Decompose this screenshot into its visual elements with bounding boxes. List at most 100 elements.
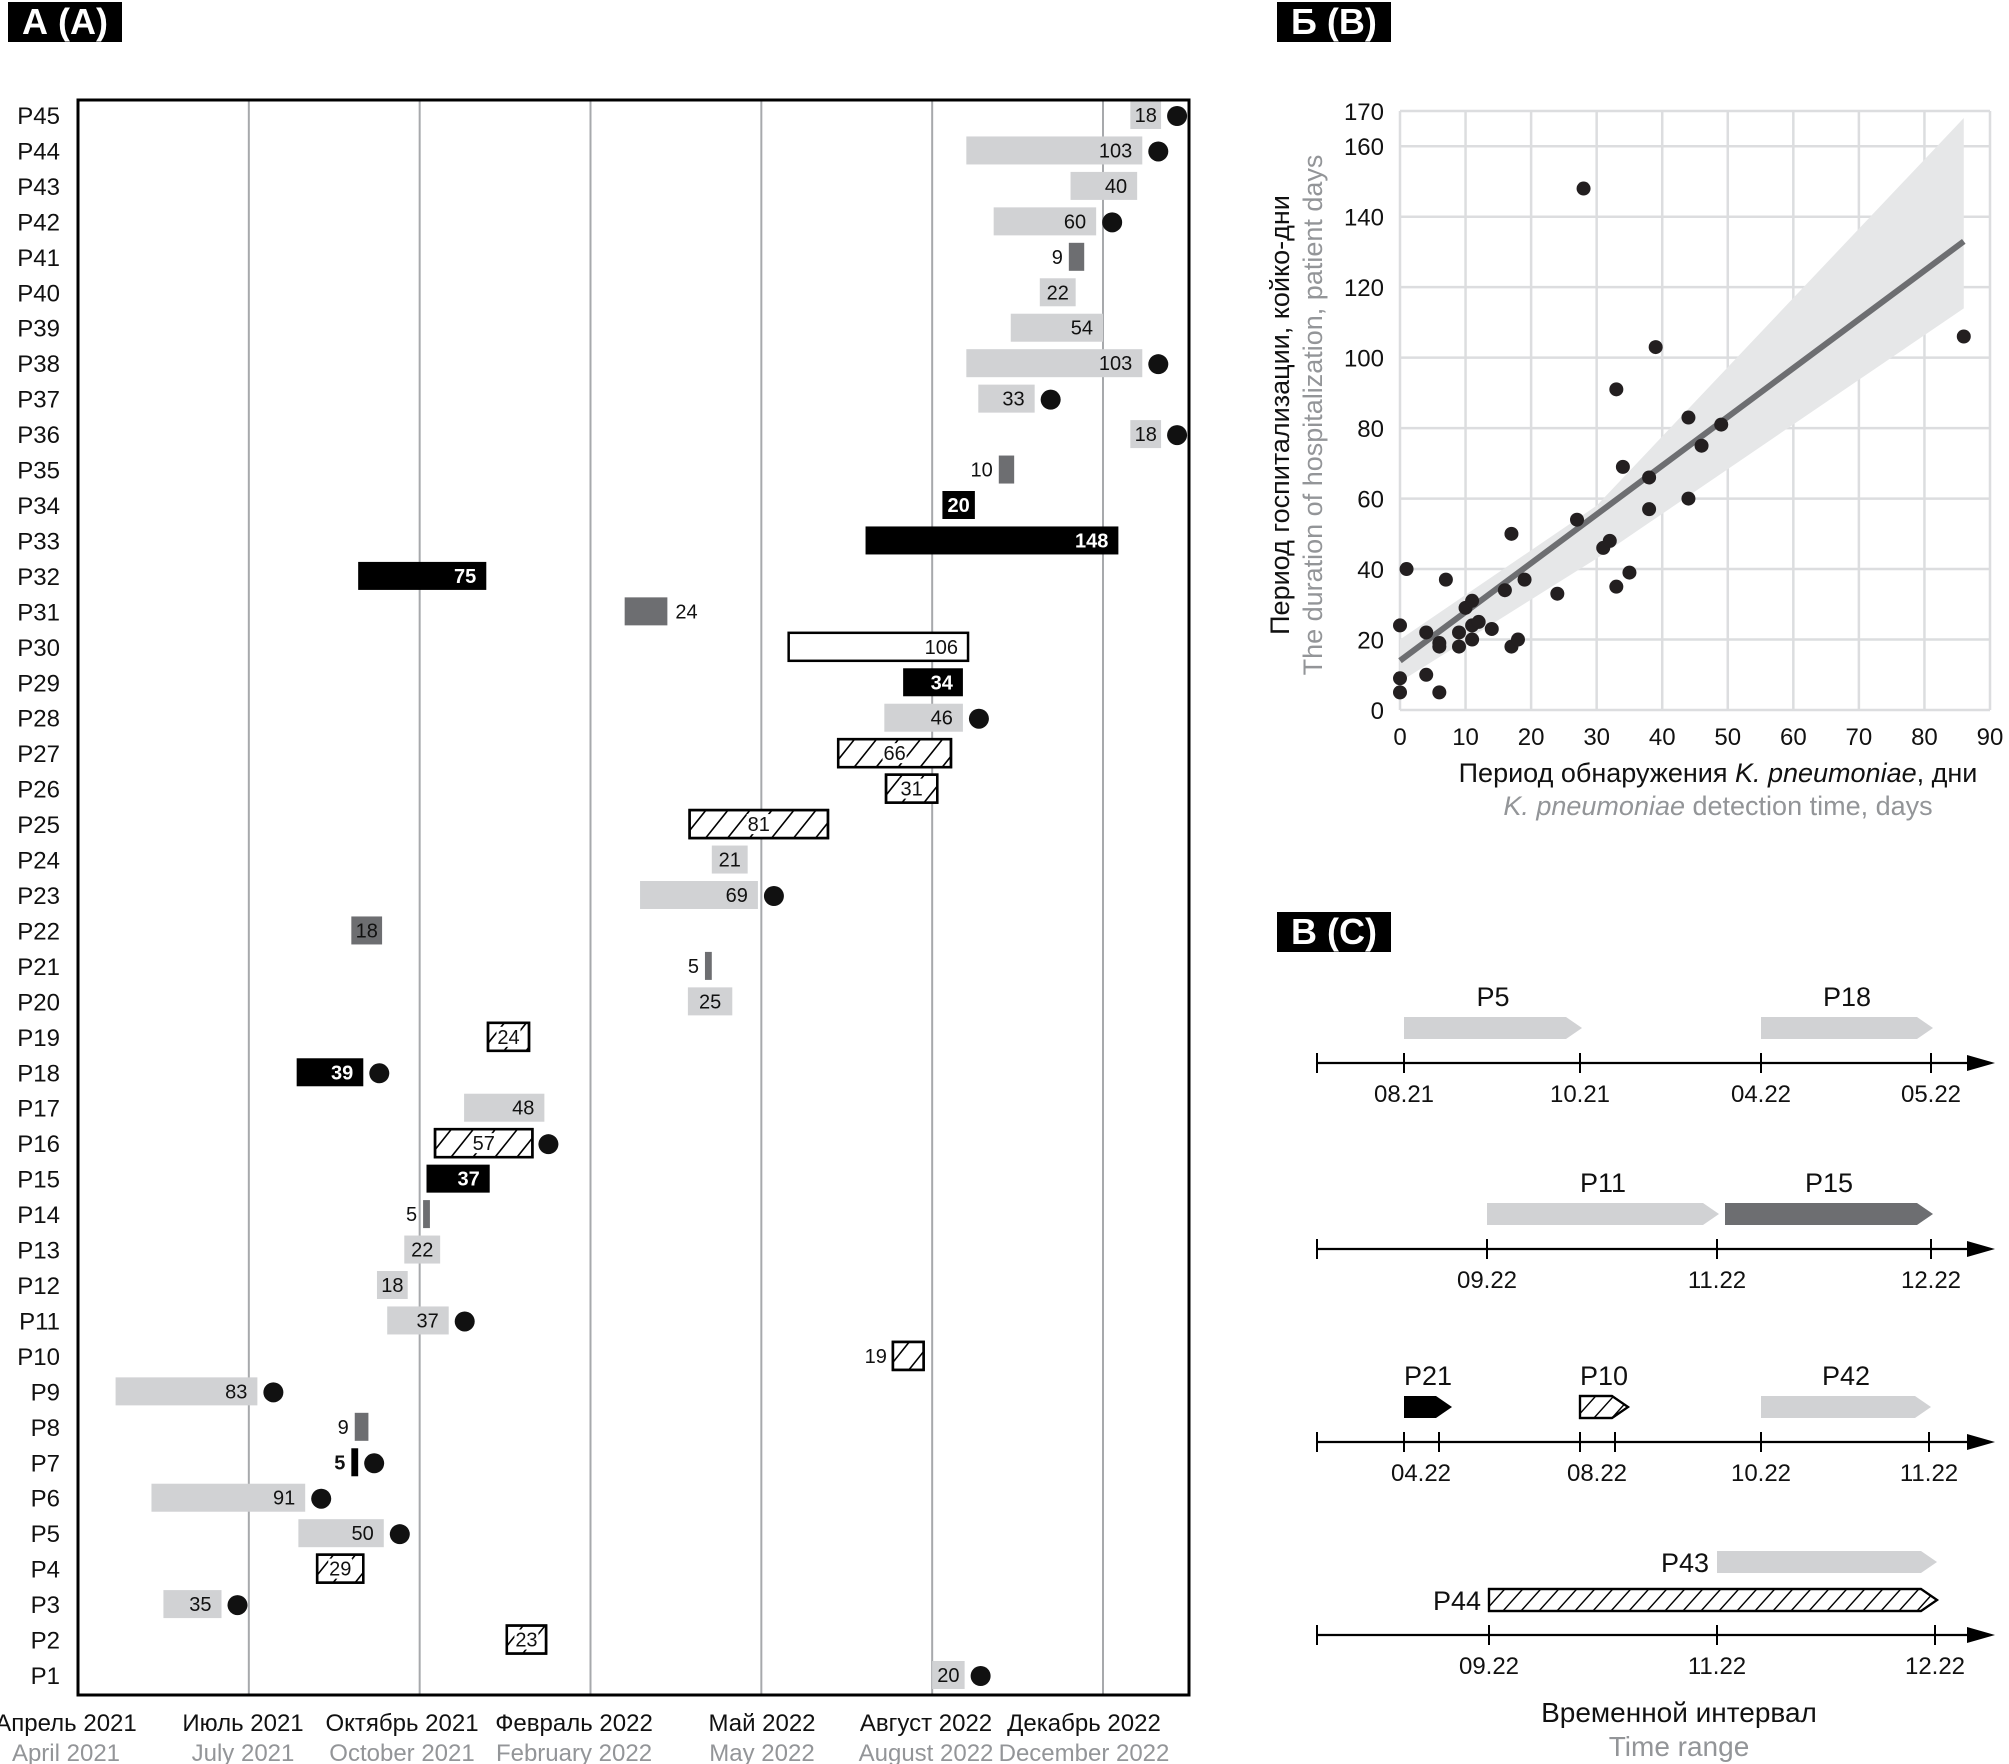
gantt-bar-p45: 18: [1130, 101, 1188, 129]
y-tick-label: 170: [1344, 99, 1384, 126]
patient-row-label: P21: [17, 954, 60, 981]
bar-duration-label: 22: [1047, 282, 1069, 304]
x-axis-title-ru: Период обнаружения K. pneumoniae, дни: [1459, 758, 1978, 788]
outcome-dot-marker: [364, 1453, 385, 1474]
bar-duration-label: 18: [381, 1275, 403, 1297]
time-tick-label: 11.22: [1688, 1653, 1746, 1680]
scatter-point: [1511, 632, 1525, 647]
scatter-point: [1465, 632, 1480, 647]
bar-duration-label: 18: [356, 920, 378, 942]
bar-duration-label: 19: [865, 1346, 887, 1368]
patient-row-label: P9: [31, 1379, 60, 1406]
patient-row-label: P30: [17, 635, 60, 662]
arrow-shape: [1761, 1396, 1931, 1418]
gantt-bar-p15: 37: [426, 1164, 490, 1193]
timeline-arrow-p10: [1578, 1394, 1630, 1420]
bar-rect: [1039, 278, 1076, 307]
gantt-bar-p20: 25: [687, 987, 733, 1016]
outcome-dot-marker: [389, 1524, 410, 1545]
outcome-dot-marker: [538, 1134, 559, 1155]
x-tick-label: 0: [1393, 724, 1406, 751]
bar-rect: [624, 597, 668, 626]
patient-row-label: P33: [17, 528, 60, 555]
scatter-point: [1471, 614, 1486, 629]
timeline-arrow-p18: [1761, 1017, 1933, 1039]
scatter-point: [1622, 565, 1637, 580]
y-tick-label: 120: [1344, 275, 1384, 302]
gantt-bar-p30: 106: [787, 631, 970, 663]
bar-rect: [787, 631, 970, 663]
patient-row-label: P42: [17, 209, 60, 236]
timeline-arrow-label: P11: [1580, 1168, 1626, 1198]
x-tick-label-en: April 2021: [12, 1740, 120, 1764]
arrow-shape: [1404, 1017, 1582, 1039]
gantt-bar-p16: 57: [433, 1127, 559, 1159]
x-tick-label-ru: Апрель 2021: [0, 1710, 137, 1737]
bar-duration-label: 40: [1105, 176, 1127, 198]
bar-rect: [1070, 171, 1138, 200]
gantt-chart: 1810340609225410333181020148752410634466…: [0, 98, 1191, 1764]
time-tick-label: 08.22: [1567, 1460, 1627, 1487]
scatter-point: [1609, 382, 1624, 397]
time-tick-label: 05.22: [1901, 1081, 1961, 1108]
arrow-shape: [1404, 1396, 1452, 1418]
time-axis-title-en: Time range: [1609, 1731, 1750, 1762]
bar-duration-label: 24: [497, 1027, 519, 1049]
gantt-bar-p38: 103: [966, 349, 1169, 378]
scatter-point: [1576, 181, 1591, 196]
x-tick-label-ru: Октябрь 2021: [325, 1710, 478, 1737]
scatter-point: [1504, 526, 1519, 541]
label-bg: [899, 778, 924, 799]
patient-row-label: P20: [17, 989, 60, 1016]
time-tick-label: 08.21: [1374, 1081, 1434, 1108]
time-tick-label: 09.22: [1459, 1653, 1519, 1680]
gantt-bar-p7: 5: [334, 1448, 385, 1477]
outcome-dot-marker: [1040, 389, 1061, 410]
bar-rect: [404, 1235, 441, 1264]
bar-duration-label: 9: [338, 1417, 349, 1439]
bar-duration-label: 5: [688, 956, 699, 978]
label-bg: [882, 743, 907, 764]
patient-row-label: P2: [31, 1628, 60, 1655]
patient-row-label: P41: [17, 245, 60, 272]
gantt-bar-p33: 148: [865, 526, 1119, 555]
patient-row-label: P45: [17, 103, 60, 130]
timeline-arrow-label: P15: [1805, 1168, 1853, 1198]
patient-row-label: P39: [17, 316, 60, 343]
confidence-band: [1400, 118, 1964, 682]
x-tick-label-en: August 2022: [859, 1740, 994, 1764]
x-tick-label-ru: Декабрь 2022: [1007, 1710, 1161, 1737]
patient-row-label: P1: [31, 1663, 60, 1690]
timeline-arrow-p42: [1761, 1396, 1931, 1418]
patient-row-label: P11: [19, 1308, 60, 1335]
bar-duration-label: 22: [411, 1240, 433, 1262]
outcome-dot-marker: [763, 886, 784, 906]
gantt-bar-p4: 29: [315, 1553, 365, 1584]
scatter-point: [1956, 329, 1971, 344]
y-axis-title-ru: Период госпитализации, койко-дни: [1265, 195, 1295, 635]
scatter-point: [1484, 621, 1499, 636]
bar-duration-label: 37: [457, 1169, 479, 1191]
bar-rect: [966, 136, 1143, 165]
time-tick-label: 04.22: [1391, 1460, 1451, 1487]
scatter-point: [1393, 685, 1407, 700]
bar-rect: [932, 1661, 965, 1689]
scatter-point: [1438, 572, 1453, 587]
bar-duration-label: 33: [1002, 389, 1024, 411]
bar-rect: [1068, 242, 1085, 271]
scatter-point: [1648, 340, 1663, 355]
patient-row-label: P13: [17, 1238, 60, 1265]
outcome-dot-marker: [1167, 425, 1188, 446]
x-tick-label-ru: Август 2022: [860, 1710, 992, 1737]
bar-rect: [865, 526, 1119, 555]
gantt-bar-p19: 24: [486, 1021, 531, 1053]
scatter-point: [1452, 639, 1466, 654]
axis-arrowhead-icon: [1967, 1241, 1995, 1257]
bar-duration-label: 60: [1064, 211, 1086, 233]
bar-rect: [376, 1271, 408, 1299]
bar-rect: [884, 703, 963, 732]
time-tick-label: 11.22: [1688, 1267, 1746, 1294]
scatter-point: [1393, 671, 1407, 686]
x-tick-label: 30: [1583, 724, 1610, 751]
y-axis-title-en: The duration of hospitalization, patient…: [1298, 155, 1328, 676]
